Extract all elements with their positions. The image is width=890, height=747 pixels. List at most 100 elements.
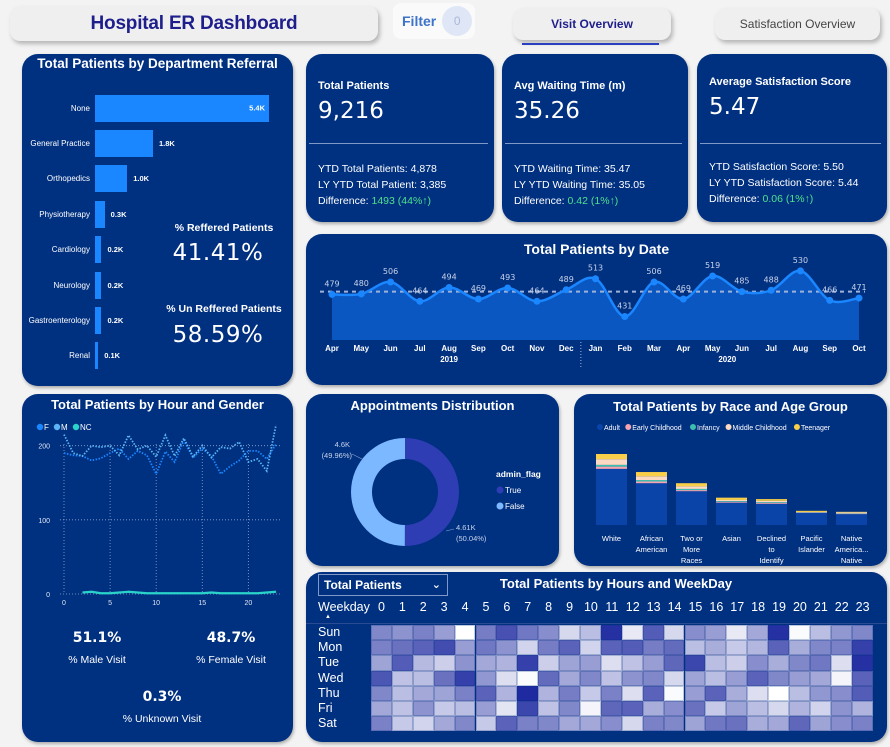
heatmap-cell — [621, 625, 643, 641]
x-tick-label: 20 — [244, 600, 252, 607]
heatmap-hour-header: 3 — [440, 600, 448, 614]
heatmap-hour-header: 21 — [813, 600, 828, 614]
heatmap-hour-header: 4 — [461, 600, 469, 614]
dept-bar — [95, 271, 102, 299]
heatmap-cell — [433, 640, 455, 656]
heatmap-cell — [412, 701, 434, 717]
heatmap-hour-header: 14 — [667, 600, 682, 614]
donut-value-label: 4.61K — [456, 523, 476, 532]
date-x-tick: Oct — [501, 344, 515, 353]
donut-legend-marker — [496, 502, 504, 510]
heatmap-cell — [600, 716, 622, 732]
donut-slice-true — [404, 438, 460, 546]
heatmap-cell — [705, 640, 727, 656]
date-data-label: 494 — [441, 272, 456, 281]
date-data-label: 479 — [324, 279, 339, 288]
heatmap-cell — [789, 716, 810, 732]
heatmap-cell — [705, 685, 727, 701]
heatmap-cell — [559, 625, 580, 641]
date-x-tick: Jul — [414, 344, 426, 353]
kpi-diff-label: Difference: — [318, 195, 372, 207]
date-point — [650, 278, 658, 286]
date-data-label: 464 — [529, 286, 544, 295]
date-data-label: 431 — [617, 302, 632, 311]
heatmap-hour-header: 7 — [524, 600, 532, 614]
race-category-label: Identify — [759, 556, 783, 565]
heatmap-cell — [747, 701, 769, 717]
metric-dropdown-value: Total Patients — [324, 578, 402, 592]
heatmap-cell — [851, 640, 873, 656]
race-legend-label: Early Childhood — [632, 425, 682, 432]
race-bar-segment — [636, 480, 667, 482]
kpi-diff-value: 0.06 (1%↑) — [762, 193, 814, 205]
heatmap-cell — [391, 670, 413, 686]
y-tick-label: 0 — [46, 592, 50, 599]
kpi-ly-ytd: LY YTD Waiting Time: 35.05 — [514, 179, 645, 191]
race-bar-segment — [716, 501, 747, 503]
heatmap-cell — [830, 640, 852, 656]
weekday-column-header[interactable]: Weekday — [318, 600, 370, 614]
race-bar-segment — [596, 459, 627, 465]
dept-bar-row: General Practice 1.8K — [22, 129, 175, 157]
heatmap-cell — [684, 625, 706, 641]
race-bar-segment — [676, 490, 707, 492]
heatmap-cell — [684, 640, 706, 656]
heatmap-cell — [851, 655, 873, 671]
heatmap-cell — [580, 670, 601, 686]
race-bar-segment — [716, 502, 747, 525]
patients-by-date-title: Total Patients by Date — [523, 241, 670, 257]
race-category-label: Races — [681, 556, 703, 565]
date-x-tick: Jul — [765, 344, 777, 353]
donut-pct-label: (49.96%) — [322, 451, 353, 460]
heatmap-cell — [475, 670, 497, 686]
heatmap-cell — [496, 640, 518, 656]
date-x-tick: Nov — [529, 344, 545, 353]
race-category-label: White — [602, 534, 621, 543]
heatmap-cell — [600, 685, 622, 701]
donut-value-label: 4.6K — [335, 440, 350, 449]
pct-unreferred-value: 58.59% — [172, 322, 264, 348]
y-tick-label: 200 — [38, 444, 50, 451]
heatmap-cell — [726, 701, 748, 717]
heatmap-weekday-label: Mon — [318, 640, 343, 655]
donut-leader-line — [351, 453, 365, 461]
heatmap-cell — [789, 625, 810, 641]
race-bar-segment — [636, 481, 667, 484]
heatmap-cell — [559, 655, 580, 671]
heatmap-hour-header: 17 — [730, 600, 745, 614]
unknown-visit-value: 0.3% — [142, 689, 182, 705]
metric-dropdown[interactable]: Total Patients ⌄ — [318, 574, 448, 596]
dashboard-title-button[interactable]: Hospital ER Dashboard — [10, 6, 378, 41]
heatmap-cell — [747, 655, 769, 671]
donut-legend-label: True — [505, 486, 522, 495]
dept-bar — [95, 165, 128, 193]
heatmap-cell — [684, 685, 706, 701]
heatmap-cell — [391, 685, 413, 701]
tab-satisfaction-overview[interactable]: Satisfaction Overview — [715, 8, 880, 40]
dept-bar-value: 1.0K — [133, 174, 150, 184]
race-legend-label: Adult — [604, 425, 620, 432]
chevron-down-icon: ⌄ — [431, 579, 441, 591]
heatmap-cell — [475, 655, 497, 671]
filter-button[interactable]: Filter 0 — [393, 3, 475, 39]
heatmap-cell — [705, 625, 727, 641]
date-year-label: 2019 — [440, 355, 458, 364]
dept-bar-label: Neurology — [53, 280, 90, 290]
race-category-label: Two or — [680, 534, 703, 543]
heatmap-cell — [726, 670, 748, 686]
tab-visit-overview[interactable]: Visit Overview — [513, 8, 671, 40]
heatmap-cell — [726, 685, 748, 701]
kpi-ytd: YTD Satisfaction Score: 5.50 — [709, 161, 844, 173]
heatmap-hour-header: 0 — [377, 600, 385, 614]
heatmap-cell — [809, 640, 831, 656]
heatmap-cell — [412, 685, 434, 701]
heatmap-cell — [705, 670, 727, 686]
dept-bar-value: 0.3K — [110, 209, 127, 219]
heatmap-cell — [538, 670, 560, 686]
race-category-label: Asian — [722, 534, 741, 543]
dept-bar-label: General Practice — [30, 138, 90, 148]
dept-bar-value: 0.2K — [107, 245, 124, 255]
kpi-value: 9,216 — [318, 98, 384, 124]
kpi-ly-ytd: LY YTD Total Patient: 3,385 — [318, 179, 447, 191]
race-age-title: Total Patients by Race and Age Group — [613, 399, 848, 414]
